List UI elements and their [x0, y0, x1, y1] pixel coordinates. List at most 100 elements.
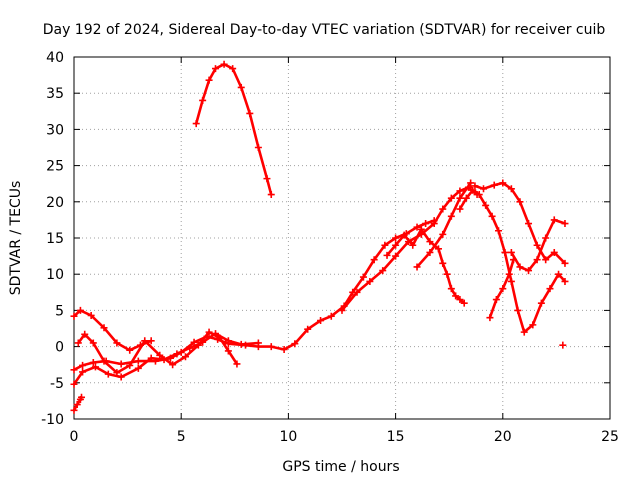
data-point: [452, 292, 460, 300]
data-point: [169, 361, 177, 369]
x-axis-label: GPS time / hours: [282, 459, 399, 475]
data-point: [199, 96, 207, 104]
data-point: [359, 273, 367, 281]
y-tick-label: 25: [46, 159, 64, 175]
data-point: [542, 256, 550, 264]
data-point: [237, 340, 245, 348]
data-point: [74, 339, 82, 347]
data-point: [134, 357, 142, 365]
data-point: [561, 220, 569, 228]
data-point: [490, 181, 498, 189]
data-point: [126, 361, 134, 369]
data-point: [439, 230, 447, 238]
data-point: [366, 277, 374, 285]
data-point: [447, 212, 455, 220]
data-point: [400, 231, 408, 239]
axis-ticks: 0 5 10 15 20 25 -10 -5 0 5 10 15 20 25 30 35 40: [41, 50, 619, 445]
series-arc-d: [74, 328, 241, 377]
data-point: [426, 238, 434, 246]
data-point: [134, 364, 142, 372]
data-point: [190, 338, 198, 346]
data-point: [456, 296, 464, 304]
data-point: [78, 393, 86, 401]
data-point: [156, 351, 164, 359]
data-point: [486, 314, 494, 322]
y-tick-label: 15: [46, 231, 64, 247]
data-point: [430, 220, 438, 228]
data-point: [267, 343, 275, 351]
data-point: [439, 205, 447, 213]
data-point: [81, 330, 89, 338]
data-point: [76, 306, 84, 314]
data-point: [434, 245, 442, 253]
data-point: [104, 370, 112, 378]
data-point: [488, 212, 496, 220]
data-point: [79, 361, 87, 369]
data-point: [542, 234, 550, 242]
data-point: [87, 311, 95, 319]
data-point: [525, 220, 533, 228]
data-point: [529, 321, 537, 329]
data-point: [246, 109, 254, 117]
data-point: [117, 360, 125, 368]
series-line: [415, 181, 472, 269]
data-point: [353, 288, 361, 296]
data-point: [550, 248, 558, 256]
data-point: [422, 220, 430, 228]
data-point: [70, 366, 78, 374]
data-point: [499, 285, 507, 293]
data-point: [381, 241, 389, 249]
data-point: [499, 179, 507, 187]
data-point: [89, 359, 97, 367]
data-point: [456, 194, 464, 202]
series-arc-h: [383, 225, 468, 307]
data-point: [417, 225, 425, 233]
data-point: [516, 263, 524, 271]
data-point: [304, 325, 312, 333]
y-tick-label: 20: [46, 195, 64, 211]
x-tick-label: 0: [70, 429, 79, 445]
y-tick-label: 10: [46, 267, 64, 283]
series-line: [72, 219, 436, 372]
data-point: [561, 259, 569, 267]
series-line: [458, 188, 567, 334]
data-point: [280, 345, 288, 353]
data-point: [471, 182, 479, 190]
data-point: [113, 369, 121, 377]
data-point: [443, 270, 451, 278]
y-tick-label: 0: [55, 340, 64, 356]
series-arc-a: [70, 306, 155, 354]
series-arc-f: [192, 60, 275, 199]
y-tick-label: 30: [46, 122, 64, 138]
data-point: [254, 144, 262, 151]
data-point: [516, 198, 524, 206]
data-point: [456, 205, 464, 213]
series-line: [72, 309, 153, 352]
data-point: [561, 277, 569, 285]
x-tick-label: 10: [279, 429, 297, 445]
data-point: [475, 191, 483, 199]
x-tick-label: 20: [494, 429, 512, 445]
data-point: [70, 312, 78, 320]
data-point: [212, 65, 220, 73]
data-point: [224, 347, 232, 355]
data-point: [91, 363, 99, 371]
data-point: [291, 340, 299, 348]
series-line: [194, 62, 273, 196]
x-tick-label: 5: [177, 429, 186, 445]
data-point: [186, 344, 194, 352]
data-point: [520, 328, 528, 336]
data-point: [233, 360, 241, 368]
series-arc-j: [456, 186, 569, 336]
data-point: [194, 341, 202, 349]
data-point: [460, 299, 468, 307]
data-point: [467, 179, 475, 187]
data-point: [392, 241, 400, 249]
data-point: [507, 185, 515, 193]
data-point: [550, 216, 558, 224]
data-series: [70, 60, 569, 414]
data-point: [482, 201, 490, 209]
chart-title: Day 192 of 2024, Sidereal Day-to-day VTE…: [43, 22, 606, 38]
data-point: [229, 65, 237, 73]
data-point: [480, 185, 488, 193]
